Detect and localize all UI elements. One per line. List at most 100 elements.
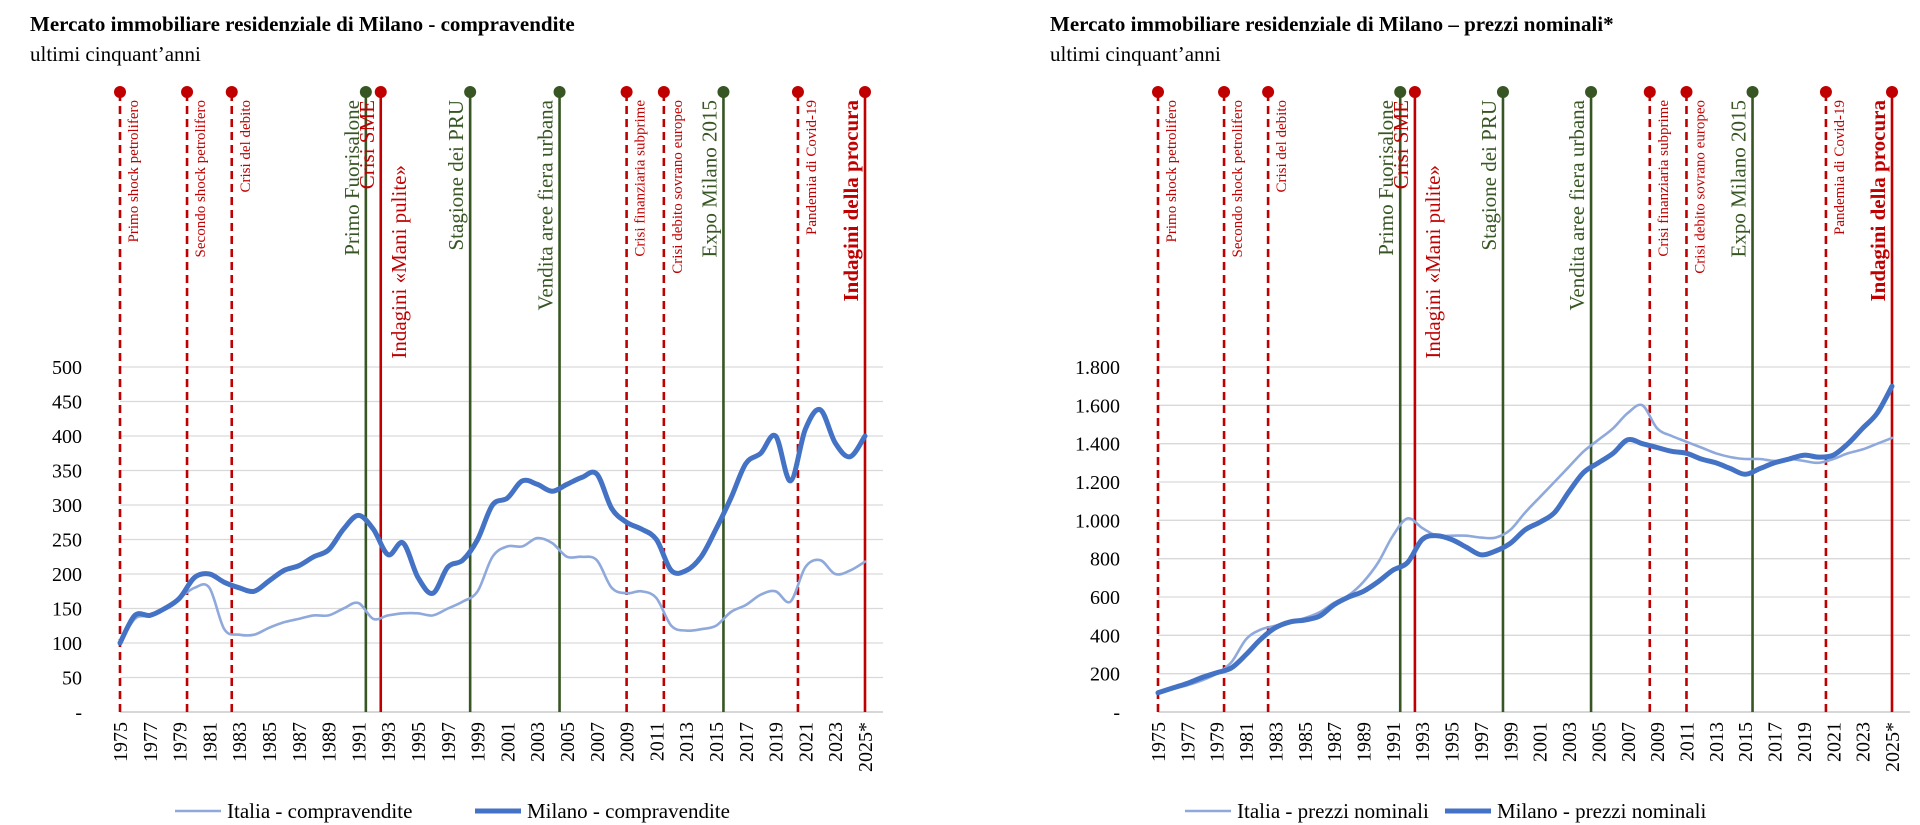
y-tick-label: 200: [52, 564, 82, 586]
x-tick-label: 2011: [646, 722, 668, 761]
event-label: Pandemia di Covid-19: [804, 100, 820, 235]
event-marker: [620, 86, 633, 98]
x-tick-label: 1979: [1207, 722, 1229, 762]
y-tick-label: 1.200: [1075, 472, 1120, 494]
event-marker: [1643, 86, 1656, 98]
x-tick-label: 1991: [1383, 722, 1405, 762]
event-label: Primo Fuorisalone: [340, 100, 364, 256]
x-tick-label: 1983: [229, 722, 251, 762]
y-tick-label: -: [75, 702, 82, 724]
y-tick-label: 1.600: [1075, 395, 1120, 417]
legend-label: Italia - compravendite: [227, 799, 412, 823]
event-label: Secondo shock petrolifero: [1230, 100, 1246, 257]
event-marker: [1408, 86, 1421, 98]
event-label: Expo Milano 2015: [697, 100, 721, 258]
event-marker: [1218, 86, 1231, 98]
x-tick-label: 2003: [527, 722, 549, 762]
x-tick-label: 2019: [1794, 722, 1816, 762]
event-label: Crisi SME: [1389, 100, 1413, 189]
event-marker: [114, 86, 126, 98]
x-tick-label: 2025*: [1882, 722, 1904, 772]
x-tick-label: 2013: [676, 722, 698, 762]
y-tick-label: 1.400: [1075, 434, 1120, 456]
y-tick-label: 500: [52, 357, 82, 379]
x-tick-label: 1975: [1148, 722, 1170, 762]
event-marker: [1680, 86, 1693, 98]
x-tick-label: 2019: [766, 722, 788, 762]
x-tick-label: 2001: [1530, 722, 1552, 762]
series-line: [117, 407, 868, 646]
y-tick-label: 400: [52, 426, 82, 448]
y-tick-label: 400: [1090, 625, 1120, 647]
event-label: Indagini della procura: [1866, 100, 1890, 302]
compravendite-chart: - 50 100 150 200 250 300 350 400 450 500 1975 1977 19…: [52, 86, 883, 823]
y-tick-label: 300: [52, 495, 82, 517]
x-tick-label: 1991: [348, 722, 370, 762]
y-tick-label: 450: [52, 392, 82, 414]
event-marker: [1394, 86, 1407, 98]
event-marker: [859, 86, 871, 98]
x-tick-label: 2015: [706, 722, 728, 762]
x-tick-label: 1981: [199, 722, 221, 762]
series-line: [1155, 383, 1895, 696]
x-tick-label: 1999: [1500, 722, 1522, 762]
x-tick-label: 2003: [1559, 722, 1581, 762]
event-label: Stagione dei PRU: [1477, 100, 1501, 251]
x-tick-label: 2025*: [855, 722, 877, 772]
event-marker: [1152, 86, 1164, 98]
chart-panel-prezzi: Mercato immobiliare residenziale di Mila…: [1020, 0, 1920, 825]
event-marker: [1262, 86, 1275, 98]
y-tick-label: 100: [52, 633, 82, 655]
event-label: Secondo shock petrolifero: [193, 100, 209, 257]
legend-label: Milano - prezzi nominali: [1497, 799, 1707, 823]
y-tick-label: 350: [52, 461, 82, 483]
event-marker: [225, 86, 238, 98]
x-tick-label: 1985: [259, 722, 281, 762]
x-tick-label: 1985: [1295, 722, 1317, 762]
x-tick-label: 2021: [1823, 722, 1845, 762]
x-tick-label: 1987: [1324, 722, 1346, 762]
y-tick-label: -: [1113, 702, 1120, 724]
series-line: [118, 536, 867, 645]
y-tick-label: 600: [1090, 587, 1120, 609]
event-label: Indagini «Mani pulite»: [1421, 165, 1445, 359]
event-label: Indagini della procura: [839, 100, 863, 302]
x-tick-label: 2009: [617, 722, 639, 762]
x-tick-label: 2017: [1765, 722, 1787, 762]
x-tick-label: 1995: [408, 722, 430, 762]
chart-subtitle: ultimi cinquant’anni: [30, 42, 201, 66]
event-marker: [1819, 86, 1832, 98]
event-label: Primo Fuorisalone: [1374, 100, 1398, 256]
y-tick-label: 150: [52, 599, 82, 621]
x-tick-label: 1997: [438, 722, 460, 762]
chart-title: Mercato immobiliare residenziale di Mila…: [30, 12, 575, 36]
y-tick-label: 1.800: [1075, 357, 1120, 379]
event-label: Crisi debito sovrano europeo: [1692, 100, 1708, 274]
event-label: Pandemia di Covid-19: [1832, 100, 1848, 235]
x-tick-label: 1999: [468, 722, 490, 762]
event-label: Expo Milano 2015: [1727, 100, 1751, 258]
event-label: Crisi debito sovrano europeo: [670, 100, 686, 274]
x-tick-label: 2023: [825, 722, 847, 762]
x-tick-label: 1981: [1236, 722, 1258, 762]
y-tick-label: 1.000: [1075, 510, 1120, 532]
x-tick-label: 1993: [378, 722, 400, 762]
event-label: Primo shock petrolifero: [126, 100, 142, 242]
event-marker: [374, 86, 387, 98]
chart-panel-compravendite: Mercato immobiliare residenziale di Mila…: [30, 12, 883, 823]
event-marker: [359, 86, 372, 98]
x-tick-label: 1993: [1412, 722, 1434, 762]
x-tick-label: 2009: [1647, 722, 1669, 762]
x-tick-label: 1989: [319, 722, 341, 762]
event-marker: [1585, 86, 1598, 98]
event-marker: [1886, 86, 1898, 98]
x-tick-label: 1977: [1177, 722, 1199, 762]
x-tick-label: 2015: [1735, 722, 1757, 762]
event-label: Crisi SME: [355, 100, 379, 189]
event-marker: [181, 86, 194, 98]
chart-title: Mercato immobiliare residenziale di Mila…: [1050, 12, 1614, 36]
legend-label: Milano - compravendite: [527, 799, 730, 823]
event-marker: [791, 86, 804, 98]
x-tick-label: 2001: [497, 722, 519, 762]
event-marker: [1496, 86, 1509, 98]
